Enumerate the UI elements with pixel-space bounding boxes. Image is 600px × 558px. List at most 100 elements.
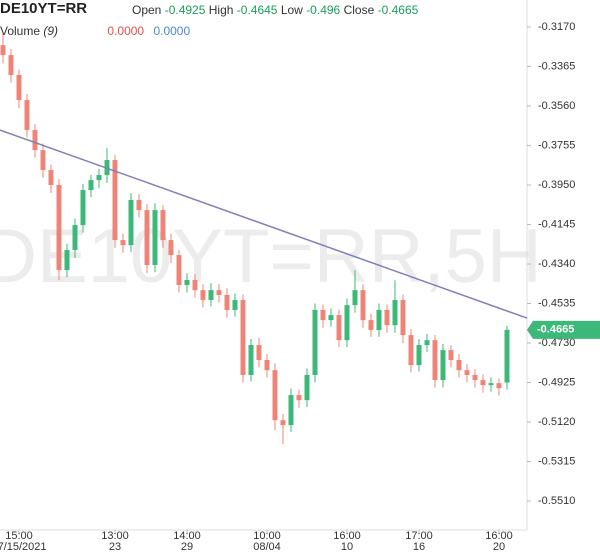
- watermark: DE10YT=RR,5H: [0, 214, 542, 299]
- candle-body: [328, 315, 334, 321]
- candle-body: [88, 180, 94, 191]
- candle-body: [504, 329, 510, 383]
- candle-body: [144, 210, 150, 265]
- close-label: Close: [343, 3, 375, 17]
- candle-body: [160, 210, 166, 241]
- candle-body: [152, 210, 158, 265]
- candle-body: [64, 250, 70, 271]
- candle-body: [360, 290, 366, 321]
- candle-body: [312, 309, 318, 376]
- x-tick-label: 16:00 10: [333, 530, 361, 553]
- candle-body: [80, 190, 86, 226]
- y-tick-label: -0.3755: [538, 139, 575, 151]
- y-tick-label: -0.5120: [538, 416, 575, 428]
- y-tick-label: -0.3560: [538, 100, 575, 112]
- volume-value: 0.0000: [153, 24, 191, 38]
- candle-body: [40, 150, 46, 170]
- volume-legend: Volume (9) 0.0000 0.0000: [0, 24, 190, 38]
- low-label: Low: [280, 3, 303, 17]
- candle-body: [176, 255, 182, 286]
- x-tick-label: 17:00 16: [405, 530, 433, 553]
- candle-body: [16, 74, 22, 101]
- candle-body: [256, 345, 262, 361]
- candle-body: [96, 175, 102, 181]
- candle-body: [456, 360, 462, 371]
- x-tick-label: 14:00 29: [173, 530, 201, 553]
- candle-body: [392, 300, 398, 326]
- candle-body: [416, 345, 422, 366]
- candle-body: [48, 169, 54, 185]
- candle-body: [400, 300, 406, 336]
- y-tick-label: -0.5510: [538, 495, 575, 507]
- candle-body: [384, 309, 390, 326]
- y-tick-label: -0.4730: [538, 337, 575, 349]
- candle-body: [216, 290, 222, 295]
- candle-body: [168, 240, 174, 256]
- candle-body: [232, 300, 238, 310]
- x-tick-label: 16:00 20: [485, 530, 513, 553]
- x-tick-label: 10:00 08/04: [253, 530, 281, 553]
- candle-body: [56, 184, 62, 271]
- low-value: -0.496: [306, 3, 341, 17]
- y-tick-label: -0.4340: [538, 258, 575, 270]
- candle-body: [464, 370, 470, 376]
- candle-body: [72, 225, 78, 251]
- candle-body: [296, 395, 302, 401]
- candle-body: [288, 395, 294, 426]
- candle-body: [32, 130, 38, 151]
- candle-body: [336, 315, 342, 341]
- candle-body: [368, 320, 374, 331]
- y-tick-label: -0.5315: [538, 455, 575, 467]
- volume-period: (9): [43, 24, 59, 38]
- candle-body: [0, 45, 6, 56]
- candle-body: [432, 340, 438, 381]
- high-value: -0.4645: [236, 3, 278, 17]
- candle-body: [208, 290, 214, 301]
- x-tick-label: 15:00 07/15/2021: [0, 530, 47, 553]
- candle-body: [472, 375, 478, 381]
- candle-body: [136, 199, 142, 211]
- open-label: Open: [132, 3, 162, 17]
- candle-body: [448, 350, 454, 361]
- y-tick-label: -0.3365: [538, 60, 575, 72]
- candle-body: [200, 290, 206, 301]
- candle-body: [440, 350, 446, 381]
- volume-value: 0.0000: [107, 24, 145, 38]
- candle-body: [408, 335, 414, 366]
- last-price-label: -0.4665: [537, 324, 574, 336]
- candle-body: [488, 383, 494, 386]
- y-tick-label: -0.4925: [538, 376, 575, 388]
- y-tick-label: -0.4535: [538, 297, 575, 309]
- candle-body: [184, 279, 190, 286]
- candle-body: [112, 160, 118, 241]
- candle-body: [272, 370, 278, 421]
- ohlc-readout: Open -0.4925 High -0.4645 Low -0.496 Clo…: [132, 3, 418, 17]
- candle-body: [240, 300, 246, 376]
- close-value: -0.4665: [377, 3, 419, 17]
- x-tick-label: 13:00 23: [101, 530, 129, 553]
- candle-body: [376, 309, 382, 331]
- y-tick-label: -0.3170: [538, 21, 575, 33]
- open-value: -0.4925: [164, 3, 206, 17]
- candle-body: [480, 380, 486, 386]
- candle-body: [248, 345, 254, 376]
- trendline: [0, 129, 528, 319]
- candle-body: [120, 240, 126, 246]
- y-tick-label: -0.3950: [538, 179, 575, 191]
- chart-title: DE10YT=RR: [0, 0, 88, 17]
- candle-body: [280, 420, 286, 426]
- volume-label: Volume: [0, 24, 41, 38]
- candle-body: [128, 199, 134, 246]
- candle-body: [8, 55, 14, 75]
- candle-body: [24, 100, 30, 131]
- candle-body: [496, 383, 502, 389]
- candle-body: [224, 294, 230, 310]
- candle-body: [264, 360, 270, 371]
- candle-body: [424, 340, 430, 346]
- candle-body: [320, 309, 326, 321]
- y-tick-label: -0.4145: [538, 218, 575, 230]
- candle-body: [192, 279, 198, 291]
- last-price-tag: [527, 320, 600, 339]
